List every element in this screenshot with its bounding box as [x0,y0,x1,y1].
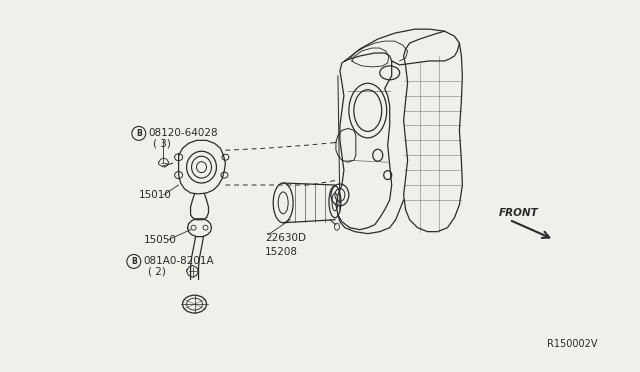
Text: FRONT: FRONT [499,208,539,218]
Text: ( 2): ( 2) [148,266,166,276]
Text: B: B [136,129,141,138]
Text: 08120-64028: 08120-64028 [148,128,218,138]
Text: 15010: 15010 [139,190,172,200]
Text: R150002V: R150002V [547,339,598,349]
Text: B: B [131,257,137,266]
Text: ( 3): ( 3) [153,138,171,148]
Text: 081A0-8201A: 081A0-8201A [144,256,214,266]
Text: 22630D: 22630D [265,232,306,243]
Text: 15208: 15208 [265,247,298,257]
Text: 15050: 15050 [144,235,177,245]
